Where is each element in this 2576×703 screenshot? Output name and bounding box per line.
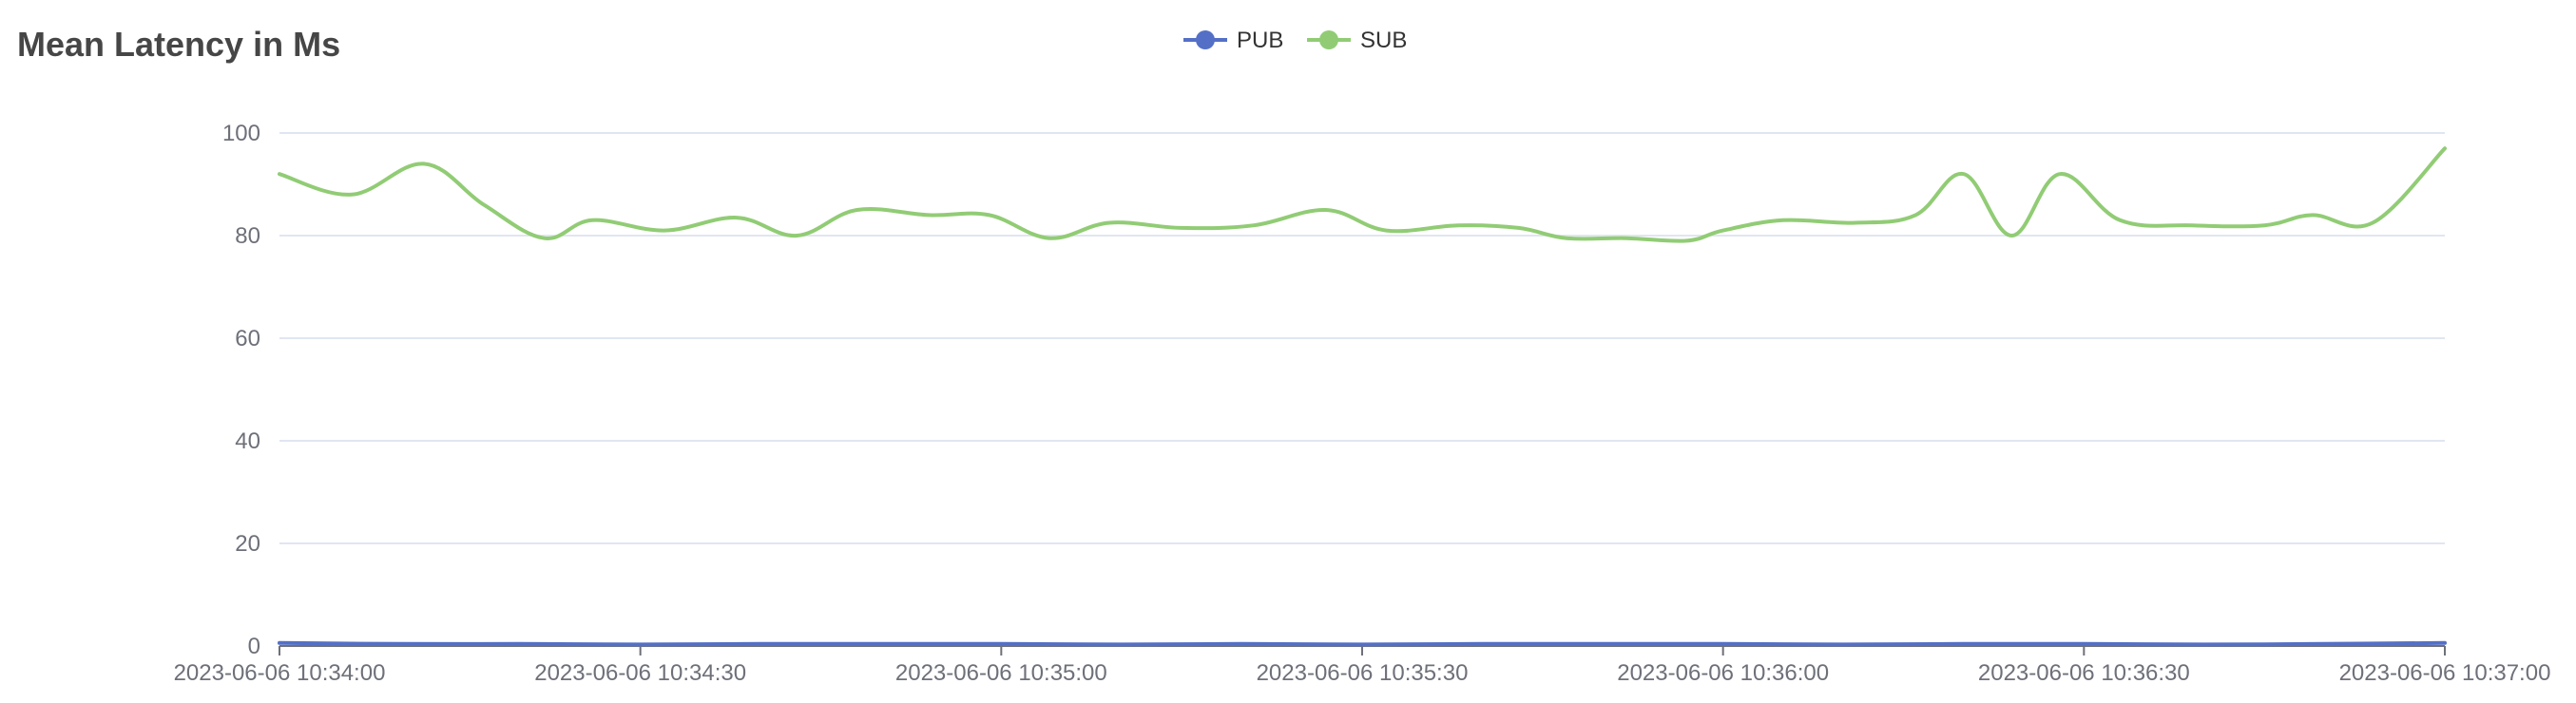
legend-label: SUB xyxy=(1360,28,1407,53)
series-lines xyxy=(278,146,2447,647)
y-tick-label: 40 xyxy=(235,428,260,454)
y-tick-label: 100 xyxy=(222,121,260,146)
legend-circle-icon xyxy=(1319,30,1338,49)
x-tick-label: 2023-06-06 10:34:00 xyxy=(174,660,386,686)
legend-item-pub[interactable]: PUB xyxy=(1183,28,1283,53)
y-tick-label: 80 xyxy=(235,223,260,249)
y-tick-label: 60 xyxy=(235,326,260,352)
x-tick-label: 2023-06-06 10:35:00 xyxy=(895,660,1107,686)
series-line-sub xyxy=(278,146,2447,243)
x-tick-label: 2023-06-06 10:36:00 xyxy=(1617,660,1829,686)
x-axis xyxy=(279,645,2446,656)
legend-label: PUB xyxy=(1237,28,1283,53)
y-tick-label: 20 xyxy=(235,531,260,557)
legend-item-sub[interactable]: SUB xyxy=(1307,28,1407,53)
legend-circle-icon xyxy=(1196,30,1215,49)
x-tick-label: 2023-06-06 10:34:30 xyxy=(534,660,746,686)
y-axis-tick-labels: 0 20 40 60 80 100 xyxy=(222,121,260,659)
x-axis-tick-labels: 2023-06-06 10:34:00 2023-06-06 10:34:30 20… xyxy=(174,660,2551,686)
x-tick-label: 2023-06-06 10:37:00 xyxy=(2339,660,2551,686)
x-tick-label: 2023-06-06 10:36:30 xyxy=(1978,660,2190,686)
legend[interactable]: PUB SUB xyxy=(1183,28,1407,53)
grid-lines xyxy=(279,132,2445,544)
y-tick-label: 0 xyxy=(248,634,260,659)
chart-title: Mean Latency in Ms xyxy=(17,25,341,64)
x-tick-label: 2023-06-06 10:35:30 xyxy=(1257,660,1469,686)
series-line-pub xyxy=(278,640,2447,647)
